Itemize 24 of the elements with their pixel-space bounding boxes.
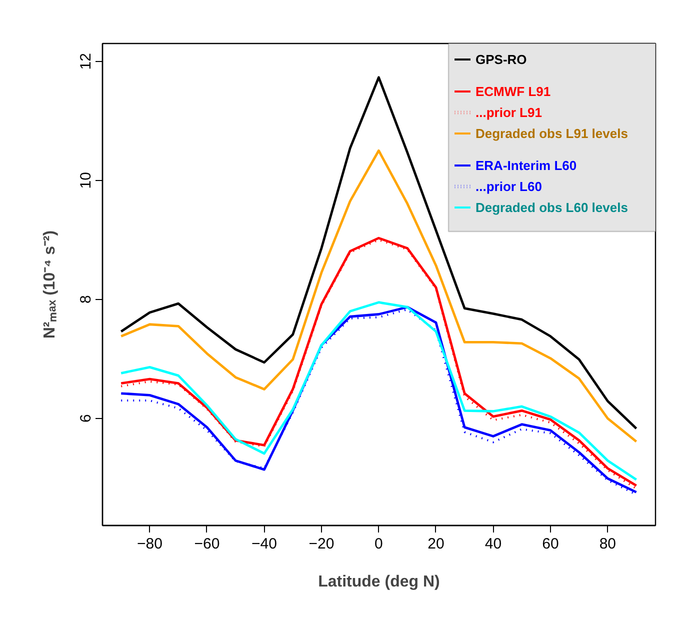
legend-label: ...prior L91 [476,105,542,120]
y-axis-title: N²ₘₐₓ (10⁻⁴ s⁻²) [42,230,58,339]
y-tick-label: 10 [78,172,94,189]
y-tick-label: 12 [78,53,94,70]
x-tick-label: −80 [137,536,162,552]
x-tick-label: −60 [194,536,220,552]
legend-label: Degraded obs L91 levels [476,126,628,141]
y-tick-label: 6 [78,414,94,423]
x-tick-label: 0 [374,536,383,552]
line-series [120,76,638,430]
x-tick-label: 40 [484,536,502,552]
x-tick-label: −20 [308,536,334,552]
x-tick-label: 80 [599,536,616,552]
x-tick-label: 60 [542,536,559,552]
legend-label: ECMWF L91 [476,84,551,99]
legend-label: Degraded obs L60 levels [476,200,628,215]
line-series [120,149,638,443]
legend-label: GPS-RO [476,52,527,67]
x-tick-label: 20 [428,536,444,552]
x-tick-label: −40 [252,536,277,552]
y-tick-label: 8 [78,295,94,304]
legend-label: ...prior L60 [476,179,542,194]
x-axis-title: Latitude (deg N) [318,574,440,590]
legend-label: ERA-Interim L60 [476,158,577,173]
